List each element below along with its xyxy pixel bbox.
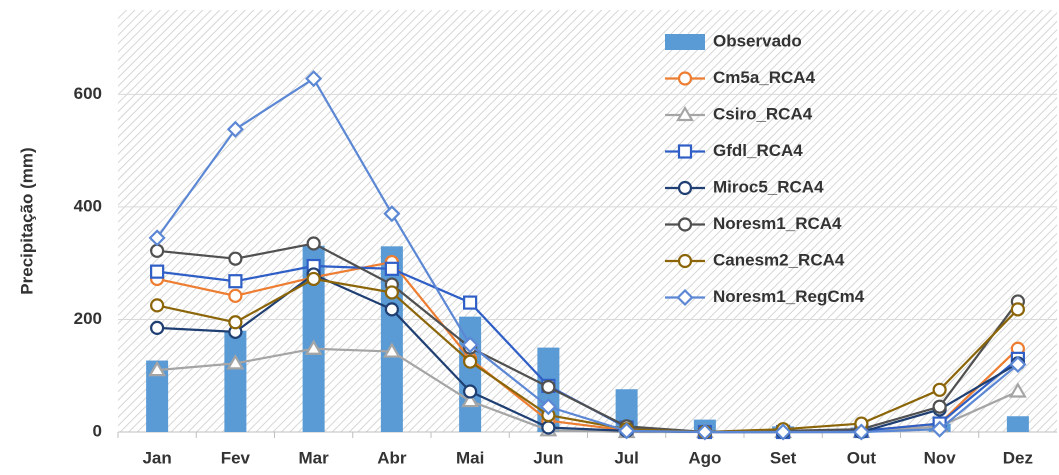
point bbox=[539, 398, 557, 416]
legend-label: Noresm1_RegCm4 bbox=[713, 287, 865, 306]
point bbox=[931, 420, 949, 438]
x-tick-label: Jan bbox=[142, 448, 171, 467]
point bbox=[148, 360, 167, 377]
x-tick-label: Out bbox=[847, 448, 877, 467]
x-tick-label: Jun bbox=[533, 448, 563, 467]
legend-label: Noresm1_RCA4 bbox=[713, 214, 842, 233]
y-tick-label: 400 bbox=[74, 196, 102, 215]
point bbox=[304, 339, 323, 355]
point bbox=[618, 422, 636, 440]
bar bbox=[146, 360, 169, 432]
point bbox=[1008, 382, 1027, 398]
y-tick-label: 600 bbox=[74, 84, 102, 103]
series-line bbox=[157, 273, 1019, 434]
legend-label: Canesm2_RCA4 bbox=[713, 250, 845, 269]
point bbox=[150, 320, 165, 336]
point bbox=[382, 342, 401, 358]
point bbox=[463, 354, 478, 369]
point bbox=[461, 336, 479, 354]
legend-label: Csiro_RCA4 bbox=[713, 104, 813, 123]
legend-marker bbox=[676, 288, 694, 307]
point bbox=[228, 288, 243, 303]
legend-marker bbox=[677, 253, 693, 269]
point bbox=[541, 420, 556, 435]
point bbox=[463, 384, 478, 399]
point bbox=[932, 399, 947, 414]
point bbox=[384, 302, 399, 317]
x-tick-label: Abr bbox=[377, 448, 407, 467]
point bbox=[384, 261, 399, 276]
bar bbox=[224, 330, 247, 432]
point bbox=[1009, 355, 1027, 374]
series-line bbox=[156, 77, 1019, 434]
point bbox=[305, 70, 323, 88]
x-tick-label: Ago bbox=[688, 448, 721, 467]
point bbox=[384, 285, 399, 300]
legend-label: Gfdl_RCA4 bbox=[713, 141, 803, 160]
point bbox=[696, 423, 714, 441]
point bbox=[383, 205, 401, 223]
point bbox=[1010, 302, 1025, 317]
legend-label: Cm5a_RCA4 bbox=[713, 68, 816, 87]
point bbox=[463, 295, 478, 310]
point bbox=[461, 391, 480, 408]
point bbox=[228, 274, 243, 289]
x-tick-label: Nov bbox=[924, 448, 957, 467]
series-line bbox=[156, 277, 1019, 434]
point bbox=[541, 379, 556, 395]
point bbox=[150, 243, 165, 258]
point bbox=[932, 382, 947, 397]
point bbox=[852, 423, 870, 441]
y-tick-label: 200 bbox=[74, 309, 102, 328]
bar bbox=[302, 245, 325, 432]
point bbox=[228, 251, 243, 266]
x-tick-label: Jul bbox=[614, 448, 639, 467]
legend-marker bbox=[677, 144, 693, 159]
legend-marker bbox=[677, 217, 693, 232]
point bbox=[226, 120, 244, 138]
series-line bbox=[157, 242, 1019, 434]
bar bbox=[1006, 416, 1029, 432]
point bbox=[306, 236, 321, 251]
y-axis-label: Precipitação (mm) bbox=[17, 147, 36, 294]
point bbox=[228, 315, 243, 330]
legend-marker bbox=[676, 105, 694, 122]
x-tick-label: Mar bbox=[299, 448, 330, 467]
legend-marker bbox=[677, 71, 693, 86]
plot-area bbox=[118, 10, 1057, 432]
x-tick-label: Dez bbox=[1003, 448, 1033, 467]
point bbox=[226, 354, 245, 370]
point bbox=[774, 423, 792, 441]
legend-label: Miroc5_RCA4 bbox=[713, 177, 824, 196]
legend-marker bbox=[677, 180, 693, 196]
point bbox=[150, 264, 165, 279]
point bbox=[306, 271, 321, 287]
point bbox=[150, 298, 165, 313]
x-tick-label: Mai bbox=[456, 448, 484, 467]
x-tick-label: Set bbox=[770, 448, 797, 467]
x-tick-label: Fev bbox=[221, 448, 251, 467]
legend-swatch bbox=[665, 34, 705, 50]
y-tick-label: 0 bbox=[93, 421, 102, 440]
legend-label: Observado bbox=[713, 31, 802, 50]
point bbox=[148, 229, 166, 247]
